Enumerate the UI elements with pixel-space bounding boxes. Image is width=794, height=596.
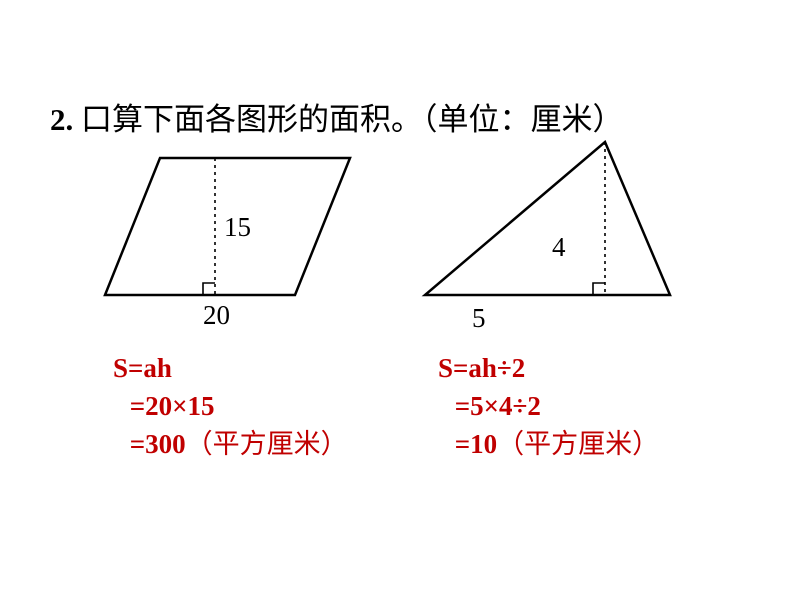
sol-right-line3: =10（平方厘米）: [438, 426, 659, 464]
question-title: 2. 口算下面各图形的面积。（单位：厘米）: [50, 94, 624, 139]
triangle-shape: [425, 142, 670, 295]
question-text: 口算下面各图形的面积。（单位：厘米）: [81, 102, 624, 137]
parallelogram-height-label: 15: [224, 212, 251, 243]
question-number: 2.: [50, 102, 73, 137]
sol-left-line3: =300（平方厘米）: [113, 426, 348, 464]
parallelogram-base-label: 20: [203, 300, 230, 331]
solution-parallelogram: S=ah =20×15 =300（平方厘米）: [113, 350, 348, 463]
triangle-foot-marker: [593, 283, 605, 295]
sol-left-line2: =20×15: [113, 388, 348, 426]
parallelogram-foot-marker: [203, 283, 215, 295]
sol-left-line1: S=ah: [113, 350, 348, 388]
solution-triangle: S=ah÷2 =5×4÷2 =10（平方厘米）: [438, 350, 659, 463]
triangle-base-label: 5: [472, 303, 486, 334]
sol-right-line1: S=ah÷2: [438, 350, 659, 388]
triangle-height-label: 4: [552, 232, 566, 263]
sol-right-line2: =5×4÷2: [438, 388, 659, 426]
